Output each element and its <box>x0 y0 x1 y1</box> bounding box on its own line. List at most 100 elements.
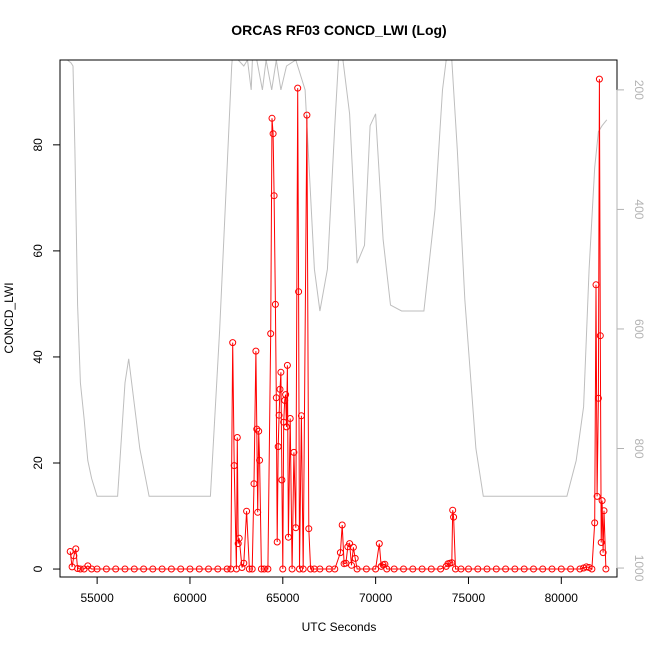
data-point <box>292 524 300 532</box>
data-point <box>557 565 565 573</box>
data-point <box>229 339 237 347</box>
data-point <box>273 538 281 546</box>
data-point <box>502 565 510 573</box>
data-point <box>305 525 313 533</box>
y2-tick-label: 200 <box>632 80 646 100</box>
data-point <box>254 508 262 516</box>
data-point <box>233 434 241 441</box>
data-point <box>214 565 222 573</box>
data-point <box>588 565 596 573</box>
data-point <box>283 423 290 431</box>
data-point <box>243 507 251 515</box>
series-gray-line <box>67 60 608 497</box>
data-point <box>351 554 359 562</box>
data-point <box>390 565 398 573</box>
plot-area <box>66 60 610 573</box>
y2-tick-label: 400 <box>632 199 646 219</box>
data-point <box>383 565 391 573</box>
data-point <box>296 565 303 573</box>
data-point <box>102 565 110 573</box>
data-point <box>72 545 80 553</box>
data-point <box>375 540 383 548</box>
data-point <box>282 391 290 399</box>
data-point <box>457 565 465 573</box>
data-point <box>592 281 600 289</box>
y2-tick-label: 1000 <box>632 555 646 582</box>
data-point <box>112 565 120 573</box>
data-point <box>290 448 298 456</box>
x-tick-label: 80000 <box>545 591 579 605</box>
data-point <box>331 565 339 573</box>
data-point <box>316 565 324 573</box>
data-point <box>602 565 610 573</box>
data-point <box>276 385 284 393</box>
data-point <box>599 549 607 557</box>
data-point <box>130 565 138 573</box>
data-point <box>268 114 276 122</box>
data-point <box>409 565 417 573</box>
y-tick-label: 80 <box>31 138 45 152</box>
data-point <box>158 565 166 573</box>
y2-tick-label: 800 <box>632 438 646 458</box>
data-point <box>600 507 608 515</box>
data-point <box>278 476 286 484</box>
data-point <box>483 565 491 573</box>
data-point <box>93 565 101 573</box>
data-point <box>256 456 264 464</box>
data-point <box>567 565 575 573</box>
data-point <box>336 549 344 557</box>
data-point <box>195 565 203 573</box>
data-point <box>353 565 361 573</box>
data-point <box>381 560 389 568</box>
data-point <box>303 111 311 119</box>
data-point <box>299 565 307 573</box>
data-point <box>250 480 258 488</box>
data-point <box>548 565 556 573</box>
data-point <box>140 565 148 573</box>
data-point <box>465 565 472 573</box>
y2-axis: 200 400 600 800 1000 <box>616 80 646 582</box>
x-tick-label: 60000 <box>173 591 207 605</box>
data-point <box>76 565 84 573</box>
data-point <box>576 565 584 573</box>
data-point <box>230 462 238 470</box>
data-point <box>149 565 157 573</box>
y-tick-label: 20 <box>31 456 45 470</box>
data-point <box>511 565 519 573</box>
data-point <box>294 84 302 92</box>
data-point <box>269 130 277 138</box>
y-tick-label: 0 <box>31 565 45 572</box>
series-red <box>66 75 610 573</box>
data-point <box>270 192 278 200</box>
data-point <box>297 412 305 420</box>
data-point <box>238 564 246 571</box>
data-point <box>362 565 370 573</box>
x-tick-label: 70000 <box>359 591 393 605</box>
data-point <box>437 565 445 573</box>
x-tick-label: 75000 <box>452 591 486 605</box>
data-point <box>288 565 296 573</box>
data-point <box>205 565 212 573</box>
y-axis-label: CONCD_LWI <box>2 282 16 353</box>
data-point <box>283 361 291 369</box>
data-point <box>594 394 602 402</box>
data-point <box>449 506 457 514</box>
data-point <box>167 565 175 573</box>
y-axis: 0 20 40 60 80 <box>31 138 61 572</box>
data-point <box>377 562 385 570</box>
x-tick-label: 55000 <box>80 591 114 605</box>
data-point <box>346 540 354 548</box>
data-point <box>271 300 279 308</box>
data-point <box>274 443 282 451</box>
data-point <box>264 565 272 573</box>
data-point <box>186 565 194 573</box>
data-point <box>295 288 303 296</box>
y2-tick-label: 600 <box>632 319 646 339</box>
plot-frame <box>59 59 618 578</box>
data-point <box>70 552 78 560</box>
data-point <box>177 565 185 573</box>
data-point <box>307 565 315 573</box>
data-point <box>275 411 283 419</box>
data-point <box>400 565 407 573</box>
